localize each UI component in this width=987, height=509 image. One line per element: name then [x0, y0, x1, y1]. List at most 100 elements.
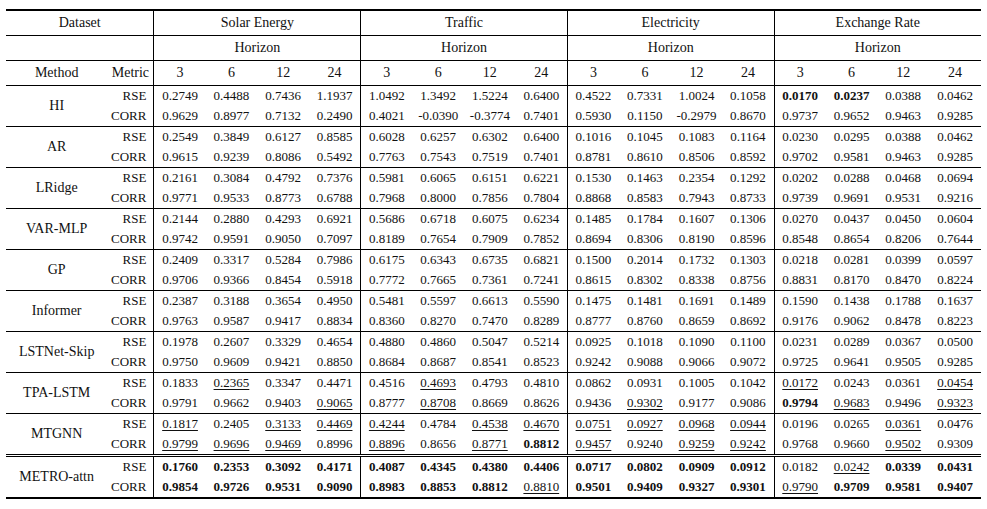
value-cell: 0.9629 [154, 106, 206, 127]
value-cell: 0.1164 [722, 127, 774, 148]
value-cell: 0.1005 [671, 373, 723, 394]
value-cell: 1.1937 [309, 86, 361, 107]
value-cell: 0.6788 [309, 188, 361, 209]
horizon-value-header: 24 [309, 61, 361, 86]
value-cell: 0.8615 [567, 270, 619, 291]
value-cell: 0.8585 [309, 127, 361, 148]
value-cell: 0.9794 [774, 393, 826, 414]
horizon-value-header: 6 [826, 61, 878, 86]
horizon-value-header: 3 [361, 61, 413, 86]
value-cell: 0.1784 [619, 209, 671, 230]
value-cell: 0.0170 [774, 86, 826, 107]
value-cell: 0.3654 [257, 291, 309, 312]
value-cell: 0.1530 [567, 168, 619, 189]
method-row-rse: InformerRSE0.23870.31880.36540.49500.548… [6, 291, 981, 312]
value-cell: 0.9737 [774, 106, 826, 127]
value-cell: 0.1042 [722, 373, 774, 394]
value-cell: 0.9327 [671, 477, 723, 498]
value-cell: 0.0281 [826, 250, 878, 271]
value-cell: 0.2749 [154, 86, 206, 107]
horizon-value-header: 3 [774, 61, 826, 86]
value-cell: 0.9652 [826, 106, 878, 127]
value-cell: 0.8626 [516, 393, 568, 414]
value-cell: 0.7986 [309, 250, 361, 271]
value-cell: 0.7804 [516, 188, 568, 209]
value-cell: 0.8086 [257, 147, 309, 168]
value-cell: 0.1083 [671, 127, 723, 148]
value-cell: 0.0388 [877, 127, 929, 148]
value-cell: 0.7376 [309, 168, 361, 189]
value-cell: 0.8996 [309, 434, 361, 456]
value-cell: 0.7097 [309, 229, 361, 250]
value-cell: 0.6234 [516, 209, 568, 230]
horizon-header: Horizon [567, 36, 774, 61]
value-cell: 0.3092 [257, 456, 309, 478]
value-cell: 0.7763 [361, 147, 413, 168]
value-cell: 0.1978 [154, 332, 206, 353]
value-cell: 0.8190 [671, 229, 723, 250]
value-cell: 0.8708 [412, 393, 464, 414]
method-row-rse: LSTNet-SkipRSE0.19780.26070.33290.46540.… [6, 332, 981, 353]
paper-table-region: DatasetSolar EnergyTrafficElectricityExc… [0, 0, 987, 499]
value-cell: 0.0367 [877, 332, 929, 353]
value-cell: 0.6065 [412, 168, 464, 189]
value-cell: 0.0218 [774, 250, 826, 271]
value-cell: 0.0931 [619, 373, 671, 394]
value-cell: 0.0231 [774, 332, 826, 353]
value-cell: 0.9088 [619, 352, 671, 373]
value-cell: 0.4380 [464, 456, 516, 478]
method-row-corr: CORR0.97990.96960.94690.89960.88960.8656… [6, 434, 981, 456]
method-label: HI [6, 86, 107, 127]
value-cell: 0.1788 [877, 291, 929, 312]
value-cell: 0.2405 [206, 414, 258, 435]
value-cell: 0.3347 [257, 373, 309, 394]
value-cell: 0.4471 [309, 373, 361, 394]
value-cell: 0.4860 [412, 332, 464, 353]
metric-label: RSE [107, 127, 154, 148]
value-cell: 0.9090 [309, 477, 361, 498]
value-cell: 0.9709 [826, 477, 878, 498]
value-cell: 0.9285 [929, 106, 981, 127]
value-cell: 0.0243 [826, 373, 878, 394]
value-cell: 0.9726 [206, 477, 258, 498]
value-cell: 0.8868 [567, 188, 619, 209]
value-cell: 0.8189 [361, 229, 413, 250]
value-cell: 0.0909 [671, 456, 723, 478]
value-cell: 0.4345 [412, 456, 464, 478]
value-cell: 0.9581 [826, 147, 878, 168]
value-cell: 0.1100 [722, 332, 774, 353]
value-cell: 0.1303 [722, 250, 774, 271]
horizon-value-header: 12 [464, 61, 516, 86]
value-cell: 0.9763 [154, 311, 206, 332]
metric-label: CORR [107, 188, 154, 209]
value-cell: 0.8454 [257, 270, 309, 291]
value-cell: 0.0802 [619, 456, 671, 478]
dataset-name: Exchange Rate [774, 10, 981, 36]
method-label: VAR-MLP [6, 209, 107, 250]
dataset-header-row: DatasetSolar EnergyTrafficElectricityExc… [6, 10, 981, 36]
value-cell: 0.9641 [826, 352, 878, 373]
value-cell: 0.9216 [929, 188, 981, 209]
value-cell: 0.9683 [826, 393, 878, 414]
value-cell: 0.7401 [516, 147, 568, 168]
value-cell: 0.8223 [929, 311, 981, 332]
value-cell: 0.8853 [412, 477, 464, 498]
value-cell: 0.0912 [722, 456, 774, 478]
value-cell: 0.9533 [206, 188, 258, 209]
value-cell: 0.7519 [464, 147, 516, 168]
value-cell: 0.9591 [206, 229, 258, 250]
method-row-corr: CORR0.97910.96620.94030.90650.87770.8708… [6, 393, 981, 414]
metric-label: RSE [107, 291, 154, 312]
value-cell: 0.8692 [722, 311, 774, 332]
metric-label: CORR [107, 147, 154, 168]
value-cell: 0.9587 [206, 311, 258, 332]
horizon-value-header: 24 [929, 61, 981, 86]
value-cell: 0.4792 [257, 168, 309, 189]
method-label: LRidge [6, 168, 107, 209]
method-row-corr: CORR0.97710.95330.87730.67880.79680.8000… [6, 188, 981, 209]
horizon-header-row: HorizonHorizonHorizonHorizon [6, 36, 981, 61]
metric-header: Metric [107, 61, 154, 86]
value-cell: 0.4244 [361, 414, 413, 435]
value-cell: 0.8302 [619, 270, 671, 291]
value-cell: 0.9739 [774, 188, 826, 209]
